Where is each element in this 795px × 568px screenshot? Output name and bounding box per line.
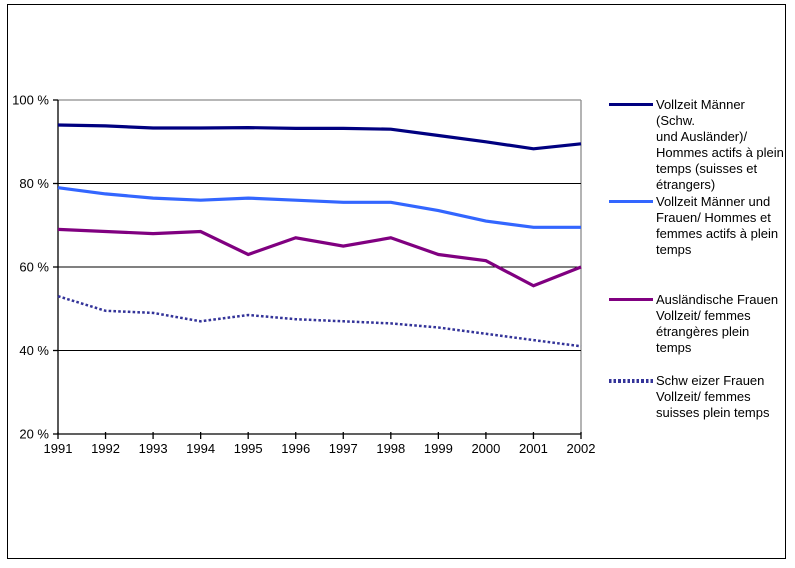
y-axis-label: 80 %	[19, 176, 49, 191]
y-axis-label: 20 %	[19, 427, 49, 442]
x-axis-label: 1996	[281, 441, 310, 456]
y-axis-label: 40 %	[19, 343, 49, 358]
legend-line-sample-navy	[609, 103, 653, 106]
x-axis-label: 1992	[91, 441, 120, 456]
legend-item: Ausländische Frauen Vollzeit/ femmes étr…	[609, 292, 787, 356]
x-axis-label: 2001	[519, 441, 548, 456]
legend-line-sample-dotted	[609, 379, 653, 383]
legend-label: Vollzeit Männer (Schw. und Ausländer)/ H…	[656, 97, 784, 192]
chart-frame: 100 % 80 % 60 % 40 % 20 % 1991 1992 1993 1994 199…	[7, 4, 786, 559]
x-axis-label: 1999	[424, 441, 453, 456]
x-axis-label: 2002	[567, 441, 596, 456]
y-axis-label: 100 %	[12, 93, 49, 108]
legend-line-sample-purple	[609, 298, 653, 301]
x-axis-label: 1995	[234, 441, 263, 456]
legend-label: Ausländische Frauen Vollzeit/ femmes étr…	[656, 292, 779, 355]
legend-item: Vollzeit Männer und Frauen/ Hommes et fe…	[609, 194, 787, 258]
series-line-vollzeit-maenner-und-frauen	[57, 186, 581, 229]
x-axis-label: 1998	[376, 441, 405, 456]
x-axis-label: 2000	[471, 441, 500, 456]
x-axis-label: 1991	[44, 441, 73, 456]
legend-label: Schw eizer Frauen Vollzeit/ femmes suiss…	[656, 373, 770, 420]
line-chart-plot-area: 100 % 80 % 60 % 40 % 20 %1991 1992 1993 1994 199…	[12, 93, 596, 457]
y-axis-label: 60 %	[19, 260, 49, 275]
legend-item: Schw eizer Frauen Vollzeit/ femmes suiss…	[609, 373, 787, 421]
series-line-vollzeit-maenner-total	[57, 123, 582, 151]
series-line-auslaendische-frauen-vollzeit	[57, 227, 582, 288]
x-axis-label: 1994	[186, 441, 215, 456]
x-axis-label: 1997	[329, 441, 358, 456]
series-line-schweizer-frauen-vollzeit	[57, 295, 582, 348]
x-axis-label: 1993	[139, 441, 168, 456]
legend-line-sample-blue	[609, 200, 653, 203]
legend-label: Vollzeit Männer und Frauen/ Hommes et fe…	[656, 194, 779, 257]
legend-item: Vollzeit Männer (Schw. und Ausländer)/ H…	[609, 97, 787, 193]
